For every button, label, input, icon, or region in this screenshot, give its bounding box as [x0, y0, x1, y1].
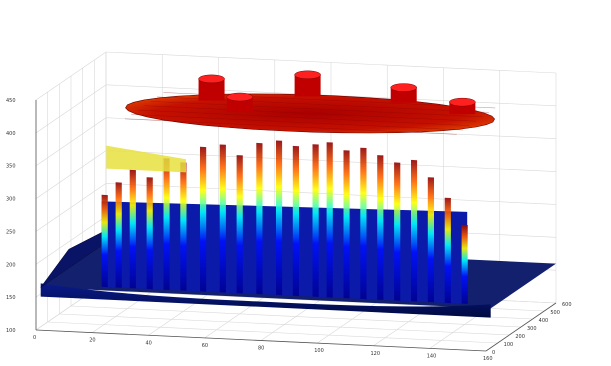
z-tick-label: 450: [6, 98, 16, 104]
y-tick-label: 500: [550, 310, 560, 316]
surface-bar-slice: [427, 177, 434, 303]
surface-bar-slice: [256, 142, 263, 295]
surface-front-wall: [101, 201, 468, 304]
x-tick-label: 20: [89, 338, 95, 344]
left-wall-gridline-z: [35, 150, 107, 199]
z-tick-label: 100: [6, 328, 16, 334]
surface-peak-bump: [226, 97, 253, 113]
floor-gridline-y: [59, 313, 510, 336]
x-tick-label: 40: [146, 340, 152, 346]
surface-bar-slice: [219, 144, 226, 293]
surface-peak-cap: [198, 74, 225, 84]
z-tick-label: 250: [6, 229, 16, 235]
left-wall-gridline-z: [35, 117, 107, 166]
surface-layer: [40, 70, 556, 318]
plateau-mesh-line: [150, 101, 483, 117]
z-tick-label: 150: [6, 295, 16, 301]
surface-bar-slice: [343, 150, 350, 299]
z-tick-label: 300: [6, 197, 16, 203]
surface-bar-slice: [292, 145, 299, 296]
surface-bar-slice: [377, 155, 384, 300]
surface-bar-slice: [146, 177, 153, 290]
plateau-mesh-line: [124, 118, 457, 135]
left-wall-gridline-z: [35, 51, 107, 101]
y-tick-label: 200: [515, 334, 525, 340]
floor-gridline-y: [70, 305, 522, 328]
surface-bar-slice: [326, 142, 333, 298]
surface-bar-slice: [236, 155, 243, 294]
x-tick-label: 100: [314, 348, 324, 354]
x-tick-label: 0: [33, 335, 36, 341]
surface-front-skirt: [40, 283, 491, 318]
surface-peak-cap: [226, 92, 253, 102]
surface-peak-bump: [198, 78, 225, 101]
left-wall-gridline-z: [35, 281, 107, 331]
surface-bar-slice: [394, 162, 401, 301]
surface-peak-cap: [390, 83, 417, 92]
surface-bar-slice: [101, 194, 108, 288]
surface-peak-bump: [449, 102, 476, 115]
left-wall-gridline-z: [35, 183, 107, 232]
surface-peak-cap: [449, 97, 476, 107]
x-tick-label: 140: [427, 353, 437, 359]
surface-peak-bump: [390, 87, 417, 103]
surface-bar-slice: [461, 224, 468, 304]
surface-bar-slice: [312, 144, 319, 297]
z-tick-label: 400: [6, 131, 16, 137]
floor-gridline-y: [47, 321, 498, 344]
surface-bar-slice: [163, 158, 170, 290]
x-tick-label: 120: [371, 351, 381, 357]
surface-bar-slice: [115, 182, 122, 288]
y-tick-label: 300: [527, 326, 537, 332]
x-axis-line: [35, 329, 487, 352]
surface-bar-slice: [411, 159, 418, 302]
x-tick-label: 60: [202, 343, 208, 349]
axes-layer: [35, 100, 557, 352]
y-tick-label: 100: [504, 342, 514, 348]
y-tick-label: 0: [492, 350, 495, 356]
x-tick-label: 160: [483, 356, 493, 361]
tick-labels: 0 20 40 60 80 100 120 140 1600100200300400500600…: [6, 98, 572, 362]
back-wall-gridline-z: [105, 51, 557, 74]
surface-rim-band: [106, 145, 186, 173]
y-tick-label: 600: [562, 302, 572, 308]
surface-bar-slice: [444, 197, 451, 304]
surface-bar-slice: [200, 146, 207, 292]
z-tick-label: 350: [6, 164, 16, 170]
surface-peak-bump: [294, 74, 321, 97]
surface-peak-cap: [294, 70, 321, 80]
z-tick-label: 200: [6, 262, 16, 268]
x-tick-label: 80: [258, 346, 264, 352]
y-axis-line: [485, 302, 557, 352]
plateau-mesh-line: [131, 114, 464, 131]
y-tick-label: 400: [539, 318, 549, 324]
surface-bar-slice: [129, 169, 136, 289]
surface-bar-slice: [276, 140, 283, 296]
surface-bar-slice: [180, 162, 187, 291]
left-wall-gridline-z: [35, 84, 107, 134]
plateau-mesh-line: [144, 105, 477, 122]
plateau-mesh-line: [137, 109, 470, 126]
surface-bar-slice: [360, 147, 367, 300]
left-wall-gridline-z: [35, 216, 107, 265]
